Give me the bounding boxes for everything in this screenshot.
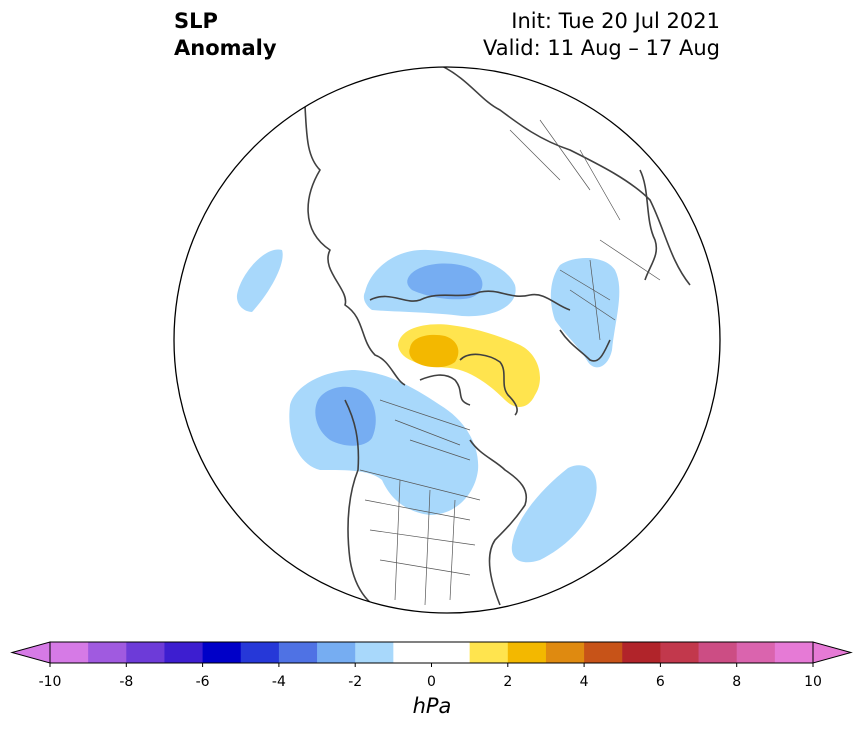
init-date: Init: Tue 20 Jul 2021 bbox=[511, 9, 720, 33]
colorbar-cell bbox=[126, 642, 165, 663]
colorbar-cell bbox=[698, 642, 738, 663]
anomaly-negative-pacific bbox=[236, 249, 283, 312]
colorbar-cell bbox=[584, 642, 623, 663]
colorbar-cell bbox=[164, 642, 204, 663]
colorbar-tick-label: -8 bbox=[119, 674, 134, 690]
colorbar-extend-low bbox=[10, 641, 51, 664]
anomaly-negative-atlantic bbox=[511, 465, 597, 563]
colorbar-unit: hPa bbox=[412, 694, 452, 718]
colorbar bbox=[10, 641, 853, 667]
anomaly-negative-alaska-core bbox=[315, 386, 376, 446]
colorbar-cell bbox=[431, 642, 471, 663]
colorbar-tick-label: -4 bbox=[271, 674, 286, 690]
colorbar-cell bbox=[736, 642, 776, 663]
colorbar-cell bbox=[545, 642, 585, 663]
colorbar-cell bbox=[393, 642, 432, 663]
map-subtitle: Init: Tue 20 Jul 2021 Valid: 11 Aug – 17… bbox=[483, 8, 720, 62]
colorbar-tick-label: -2 bbox=[348, 674, 363, 690]
colorbar-cell bbox=[202, 642, 242, 663]
map-field bbox=[174, 67, 720, 613]
colorbar-cell bbox=[469, 642, 509, 663]
map-title: SLP Anomaly bbox=[174, 8, 277, 62]
anomaly-negative-siberia-core bbox=[407, 263, 483, 300]
colorbar-cell bbox=[278, 642, 318, 663]
colorbar-tick-label: 10 bbox=[804, 674, 822, 690]
borders bbox=[359, 119, 661, 606]
coastlines bbox=[299, 67, 691, 613]
colorbar-tick-label: 4 bbox=[579, 674, 589, 690]
colorbar-tick-label: 6 bbox=[655, 674, 665, 690]
colorbar-cell bbox=[507, 642, 547, 663]
colorbar-tick-label: 8 bbox=[732, 674, 742, 690]
map-boundary bbox=[173, 66, 721, 614]
colorbar-cell bbox=[50, 642, 89, 663]
colorbar-cell bbox=[774, 642, 814, 663]
colorbar-tick-label: -6 bbox=[195, 674, 210, 690]
title-line-2: Anomaly bbox=[174, 36, 277, 60]
anomaly-positive-arctic-core bbox=[409, 334, 459, 368]
colorbar-tick-label: -10 bbox=[38, 674, 62, 690]
colorbar-tick-label: 0 bbox=[427, 674, 436, 690]
colorbar-tick-label: 2 bbox=[503, 674, 513, 690]
colorbar-cell bbox=[355, 642, 394, 663]
colorbar-cell bbox=[660, 642, 700, 663]
anomaly-negative-europe bbox=[550, 258, 620, 368]
polar-map bbox=[173, 66, 721, 614]
title-line-1: SLP bbox=[174, 9, 218, 33]
colorbar-cell bbox=[240, 642, 280, 663]
colorbar-cell bbox=[622, 642, 661, 663]
colorbar-cell bbox=[88, 642, 127, 663]
colorbar-extend-high bbox=[812, 641, 853, 664]
valid-range: Valid: 11 Aug – 17 Aug bbox=[482, 36, 720, 60]
colorbar-cell bbox=[317, 642, 356, 663]
